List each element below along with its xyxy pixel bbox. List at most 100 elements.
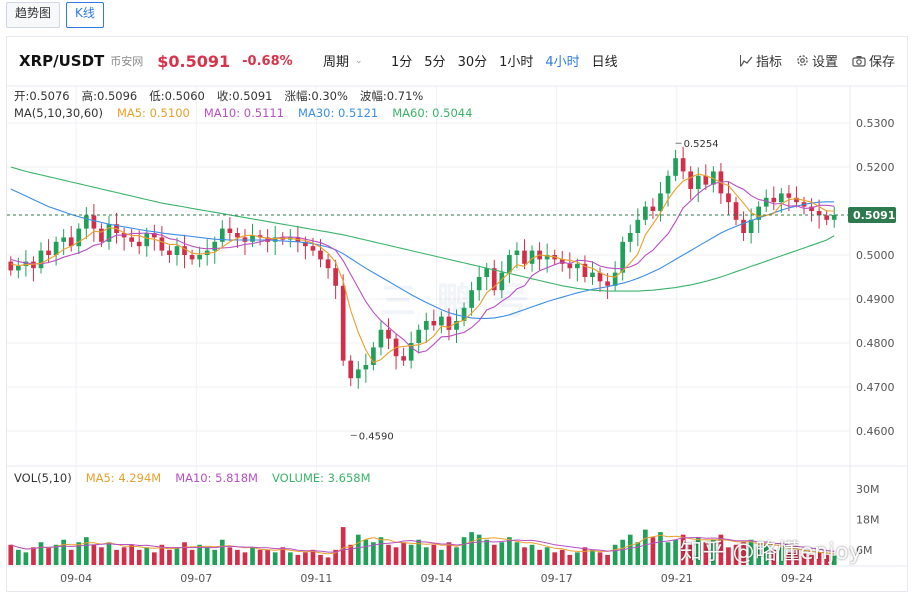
candle-body [250, 235, 255, 242]
candle-body [635, 219, 641, 233]
volume-bar [46, 547, 51, 565]
settings-button[interactable]: 设置 [796, 51, 838, 70]
volume-bar [257, 549, 263, 565]
volume-bar [129, 544, 134, 565]
save-button[interactable]: 保存 [852, 51, 895, 70]
candle-body [763, 197, 769, 207]
candle-body [756, 206, 762, 220]
volume-bar [204, 547, 210, 565]
volume-bar [484, 539, 490, 565]
interval-tabs: 1分 5分 30分 1小时 4小时 日线 [391, 51, 618, 70]
volume-bar [673, 539, 678, 565]
candle-body [529, 250, 535, 264]
interval-5m[interactable]: 5分 [424, 55, 446, 70]
ma60-line [10, 166, 835, 292]
volume-bar [658, 532, 663, 565]
x-tick-label: 09-14 [421, 572, 453, 585]
volume-bar [182, 542, 187, 565]
candle-body [673, 158, 678, 176]
ohlc-close: 收:0.5091 [216, 89, 273, 103]
tab-trend[interactable]: 趋势图 [6, 2, 61, 28]
y-tick-label: 0.4800 [856, 337, 895, 350]
interval-1d[interactable]: 日线 [591, 55, 618, 70]
volume-bar [386, 544, 391, 565]
volume-bar [227, 547, 233, 565]
indicator-button[interactable]: 指标 [739, 51, 782, 70]
volume-bar [265, 549, 270, 565]
volume-ma10-line [10, 536, 835, 553]
candle-body [355, 369, 361, 379]
volume-bar [318, 554, 323, 565]
candle-body [620, 241, 626, 273]
candle-body [68, 237, 74, 247]
ma-legend-ma5: MA5: 0.5100 [116, 106, 190, 120]
candle-body [431, 321, 437, 326]
volume-bar [439, 549, 444, 565]
candle-body [408, 343, 414, 361]
volume-bar [287, 552, 293, 565]
low-annotation: 0.4590 [359, 431, 394, 442]
volume-bar [605, 554, 610, 565]
volume-bar [612, 544, 618, 565]
volume-bar [121, 547, 127, 565]
candle-body [439, 316, 444, 326]
volume-bar [76, 542, 82, 565]
volume-bar [310, 549, 316, 565]
candle-body [733, 202, 739, 220]
volume-bar [748, 539, 754, 565]
period-selector[interactable]: 周期 ⌄ [323, 51, 363, 70]
background-watermark: 三 鹏 号 [380, 281, 534, 322]
x-tick-label: 09-21 [661, 572, 693, 585]
volume-bar [567, 554, 573, 565]
chart-panel: XRP/USDT 币安网 $0.5091 -0.68% 周期 ⌄ 1分 5分 3… [6, 36, 908, 592]
volume-bar [174, 547, 180, 565]
volume-bar [23, 552, 29, 565]
interval-4h[interactable]: 4小时 [545, 55, 580, 70]
y-tick-label: 0.4600 [856, 425, 895, 438]
interval-1h[interactable]: 1小时 [499, 55, 534, 70]
candle-body [363, 365, 369, 370]
candle-body [446, 316, 452, 330]
candle-body [824, 215, 830, 220]
candle-body [643, 206, 648, 220]
volume-bar [151, 552, 157, 565]
volume-bar [665, 542, 671, 565]
ohlc-open: 开:0.5076 [14, 89, 70, 103]
candle-body [491, 268, 497, 291]
indicator-label: 指标 [755, 55, 782, 70]
candle-body [416, 329, 422, 343]
volume-bar [325, 557, 331, 565]
candle-body [8, 261, 14, 271]
interval-1m[interactable]: 1分 [391, 55, 413, 70]
volume-bar [733, 544, 739, 565]
y-tick-label: 0.5000 [856, 249, 895, 262]
volume-bar [250, 547, 255, 565]
candle-body [23, 261, 29, 266]
volume-bar [529, 544, 535, 565]
volume-bar [650, 537, 656, 565]
volume-bar [31, 547, 36, 565]
camera-icon [852, 55, 866, 67]
interval-30m[interactable]: 30分 [457, 55, 488, 70]
volume-bar [68, 549, 74, 565]
volume-bar [53, 544, 59, 565]
x-tick-label: 09-24 [781, 572, 813, 585]
ma-legend: MA(5,10,30,60) MA5: 0.5100 MA10: 0.5111 … [14, 106, 472, 120]
volume-bar [620, 539, 626, 565]
tab-kline[interactable]: K线 [66, 2, 104, 28]
volume-bar [590, 549, 595, 565]
candle-body [476, 277, 482, 291]
volume-bar [189, 549, 195, 565]
y-tick-label: 0.5300 [856, 117, 895, 130]
volume-bar [91, 544, 97, 565]
save-label: 保存 [868, 55, 895, 70]
volume-bar [167, 549, 172, 565]
volume-bar [423, 547, 429, 565]
candle-body [91, 215, 97, 229]
candle-body [514, 250, 520, 255]
candle-body [567, 263, 573, 269]
volume-bar [575, 552, 580, 565]
volume-bar [756, 547, 762, 565]
volume-bar [371, 542, 376, 565]
